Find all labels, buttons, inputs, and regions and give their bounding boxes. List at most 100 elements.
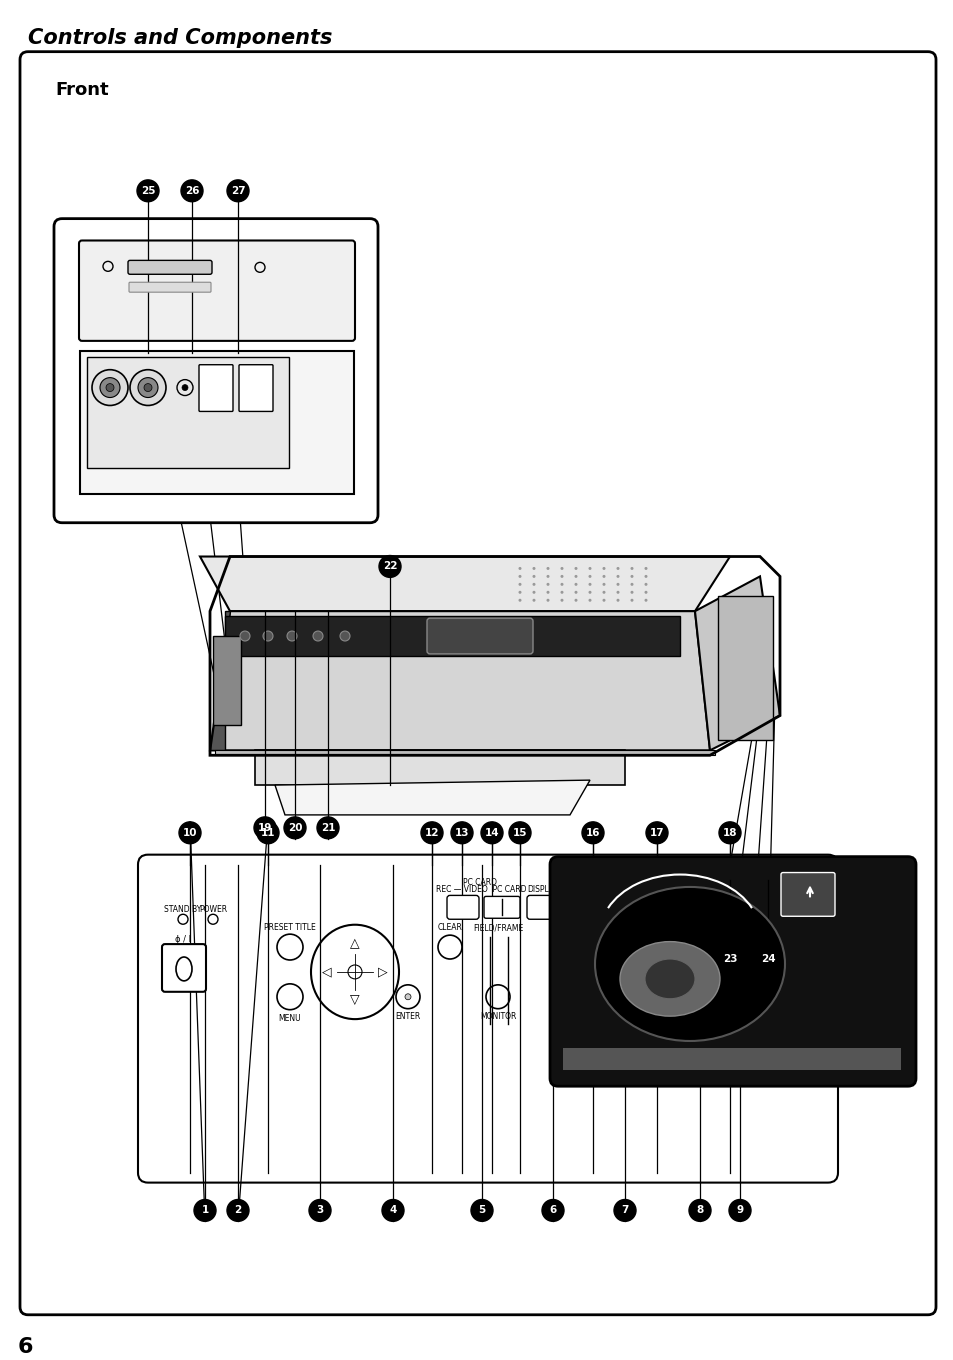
Circle shape bbox=[130, 370, 166, 405]
Circle shape bbox=[602, 590, 605, 594]
Circle shape bbox=[728, 1200, 750, 1221]
Polygon shape bbox=[210, 611, 709, 751]
Text: FIELD/FRAME: FIELD/FRAME bbox=[473, 923, 522, 932]
FancyBboxPatch shape bbox=[162, 944, 206, 991]
Circle shape bbox=[532, 598, 535, 601]
Circle shape bbox=[91, 370, 128, 405]
Text: 21: 21 bbox=[320, 823, 335, 832]
Circle shape bbox=[227, 1200, 249, 1221]
Circle shape bbox=[588, 575, 591, 578]
Text: OUT: OUT bbox=[142, 412, 153, 418]
Circle shape bbox=[313, 631, 323, 641]
Circle shape bbox=[574, 567, 577, 570]
FancyBboxPatch shape bbox=[427, 619, 533, 654]
Text: ▷: ▷ bbox=[377, 966, 388, 978]
Circle shape bbox=[240, 631, 250, 641]
Text: 13: 13 bbox=[455, 828, 469, 838]
Polygon shape bbox=[695, 577, 780, 751]
Circle shape bbox=[509, 821, 531, 843]
Circle shape bbox=[757, 948, 779, 970]
Text: 20: 20 bbox=[288, 823, 302, 832]
Text: 2: 2 bbox=[234, 1205, 241, 1216]
Circle shape bbox=[100, 378, 120, 397]
Text: 4: 4 bbox=[389, 1205, 396, 1216]
Text: ERROR: ERROR bbox=[686, 903, 713, 911]
Circle shape bbox=[287, 631, 296, 641]
Circle shape bbox=[532, 590, 535, 594]
Circle shape bbox=[137, 180, 159, 201]
Text: HDMI: HDMI bbox=[99, 253, 117, 260]
FancyBboxPatch shape bbox=[239, 364, 273, 412]
Circle shape bbox=[405, 994, 411, 1000]
Text: 19: 19 bbox=[257, 823, 272, 832]
FancyBboxPatch shape bbox=[129, 283, 211, 292]
Circle shape bbox=[560, 567, 563, 570]
Text: 26: 26 bbox=[185, 186, 199, 196]
Text: 14: 14 bbox=[484, 828, 498, 838]
Circle shape bbox=[644, 590, 647, 594]
Text: DISPLAY: DISPLAY bbox=[527, 885, 558, 895]
Circle shape bbox=[263, 631, 273, 641]
Text: 9: 9 bbox=[736, 1205, 742, 1216]
Circle shape bbox=[193, 1200, 215, 1221]
Circle shape bbox=[546, 590, 549, 594]
Circle shape bbox=[532, 567, 535, 570]
Text: PRESET TITLE: PRESET TITLE bbox=[264, 923, 315, 932]
Text: ▶: ▶ bbox=[647, 903, 654, 911]
Circle shape bbox=[480, 821, 502, 843]
FancyBboxPatch shape bbox=[128, 260, 212, 275]
Circle shape bbox=[546, 567, 549, 570]
Circle shape bbox=[546, 575, 549, 578]
Circle shape bbox=[616, 583, 618, 586]
Text: 15: 15 bbox=[512, 828, 527, 838]
Circle shape bbox=[719, 821, 740, 843]
Text: 3: 3 bbox=[316, 1205, 323, 1216]
Text: 6: 6 bbox=[549, 1205, 556, 1216]
FancyBboxPatch shape bbox=[562, 1049, 900, 1070]
Text: 27: 27 bbox=[231, 186, 245, 196]
Text: MENU: MENU bbox=[278, 1013, 301, 1023]
FancyBboxPatch shape bbox=[54, 219, 377, 522]
Circle shape bbox=[339, 631, 350, 641]
Circle shape bbox=[546, 583, 549, 586]
Polygon shape bbox=[274, 781, 589, 815]
FancyBboxPatch shape bbox=[483, 896, 519, 918]
Circle shape bbox=[588, 590, 591, 594]
Circle shape bbox=[471, 1200, 493, 1221]
Text: 23: 23 bbox=[722, 953, 737, 964]
Circle shape bbox=[420, 821, 442, 843]
Circle shape bbox=[518, 575, 521, 578]
Circle shape bbox=[309, 1200, 331, 1221]
Circle shape bbox=[518, 590, 521, 594]
Circle shape bbox=[602, 567, 605, 570]
Text: REC — VIDEO  PC CARD: REC — VIDEO PC CARD bbox=[436, 885, 526, 895]
Circle shape bbox=[588, 567, 591, 570]
Ellipse shape bbox=[595, 887, 784, 1040]
Text: 25: 25 bbox=[141, 186, 155, 196]
Text: ◁: ◁ bbox=[322, 966, 332, 978]
FancyBboxPatch shape bbox=[447, 895, 478, 919]
FancyBboxPatch shape bbox=[79, 241, 355, 341]
Circle shape bbox=[644, 583, 647, 586]
Circle shape bbox=[630, 590, 633, 594]
Text: CLEAR: CLEAR bbox=[437, 923, 462, 932]
Circle shape bbox=[560, 583, 563, 586]
Text: PRINT: PRINT bbox=[661, 923, 683, 932]
Text: 10: 10 bbox=[183, 828, 197, 838]
Circle shape bbox=[574, 575, 577, 578]
FancyBboxPatch shape bbox=[550, 857, 915, 1087]
Polygon shape bbox=[254, 751, 624, 785]
FancyBboxPatch shape bbox=[614, 895, 659, 919]
Circle shape bbox=[378, 555, 400, 578]
Text: 8: 8 bbox=[696, 1205, 703, 1216]
Circle shape bbox=[179, 821, 201, 843]
Text: PC CARD: PC CARD bbox=[462, 879, 497, 888]
Text: AUTO PRINT: AUTO PRINT bbox=[613, 885, 659, 895]
Circle shape bbox=[630, 575, 633, 578]
Circle shape bbox=[688, 1200, 710, 1221]
Text: Controls and Components: Controls and Components bbox=[28, 27, 332, 48]
Text: 1: 1 bbox=[201, 1205, 209, 1216]
Circle shape bbox=[644, 567, 647, 570]
Polygon shape bbox=[210, 611, 230, 751]
Circle shape bbox=[451, 821, 473, 843]
